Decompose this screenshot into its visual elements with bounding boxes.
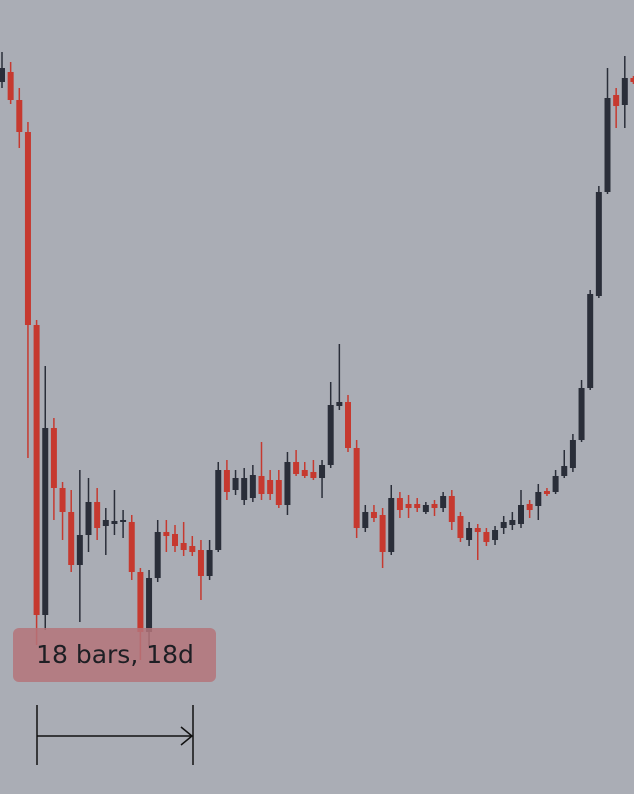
candle-body — [42, 428, 49, 615]
candle-body — [535, 492, 542, 506]
measure-ruler — [36, 705, 194, 765]
candles — [0, 52, 634, 660]
candle-body — [518, 505, 524, 524]
candle-body — [258, 476, 265, 494]
candle-body — [422, 505, 429, 512]
candle-body — [466, 528, 473, 540]
candle-body — [128, 522, 135, 572]
candle-body — [474, 528, 481, 532]
candle-body — [68, 512, 75, 565]
candle-body — [448, 496, 455, 522]
candle-body — [457, 516, 464, 538]
candle-body — [146, 578, 153, 632]
candle-body — [630, 78, 634, 82]
candle-body — [595, 192, 602, 296]
candle-body — [137, 572, 144, 632]
candle-body — [500, 522, 507, 528]
candle-body — [552, 476, 559, 492]
candle-body — [120, 520, 127, 522]
candle-body — [613, 95, 620, 106]
candle-body — [370, 512, 377, 518]
candle-body — [16, 100, 23, 132]
candle-body — [379, 515, 386, 552]
candle-body — [275, 480, 282, 505]
candle-body — [587, 294, 594, 388]
candle-body — [440, 496, 447, 508]
candle-body — [241, 478, 248, 500]
candle-body — [215, 470, 222, 550]
candle-body — [293, 462, 300, 474]
candle-body — [353, 448, 360, 528]
candle-body — [7, 72, 14, 100]
candle-body — [526, 504, 533, 510]
candle-body — [604, 98, 611, 192]
candle-body — [102, 520, 109, 526]
candle-body — [396, 498, 403, 510]
measure-label: 18 bars, 18d — [36, 640, 194, 669]
candle-body — [345, 402, 351, 448]
candle-body — [336, 402, 343, 406]
candle-body — [301, 470, 308, 476]
candle-body — [249, 475, 256, 498]
candle-body — [94, 502, 101, 528]
candle-body — [172, 534, 178, 546]
candle-body — [0, 68, 5, 82]
candle-body — [414, 504, 421, 508]
candle-body — [223, 470, 230, 492]
candle-body — [24, 132, 31, 325]
ruler-arrow — [180, 726, 194, 746]
candle-body — [232, 478, 239, 490]
candle-body — [561, 466, 568, 476]
candle-body — [543, 491, 550, 494]
candle-body — [405, 504, 412, 508]
candle-body — [621, 78, 628, 105]
candle-body — [492, 530, 499, 540]
candle-body — [483, 532, 490, 542]
candle-body — [189, 546, 196, 552]
candle-body — [163, 532, 170, 536]
candle-body — [388, 498, 395, 552]
candle-body — [569, 440, 576, 468]
candle-body — [578, 388, 585, 440]
measure-box — [13, 628, 216, 682]
candle-body — [180, 543, 187, 550]
candle-body — [431, 504, 438, 508]
candle-body — [509, 520, 516, 525]
candle-body — [362, 512, 369, 528]
candle-body — [50, 428, 57, 488]
candle-body — [284, 462, 291, 505]
candle-body — [206, 550, 213, 576]
candle-body — [154, 532, 161, 578]
candle-body — [267, 480, 274, 494]
candle-body — [76, 535, 83, 565]
candle-body — [310, 472, 317, 478]
candle-body — [327, 405, 334, 465]
candle-body — [319, 465, 326, 478]
candle-body — [59, 488, 66, 512]
candle-body — [111, 521, 118, 524]
candle-body — [197, 550, 204, 576]
candle-body — [33, 325, 40, 615]
candle-body — [85, 502, 92, 535]
